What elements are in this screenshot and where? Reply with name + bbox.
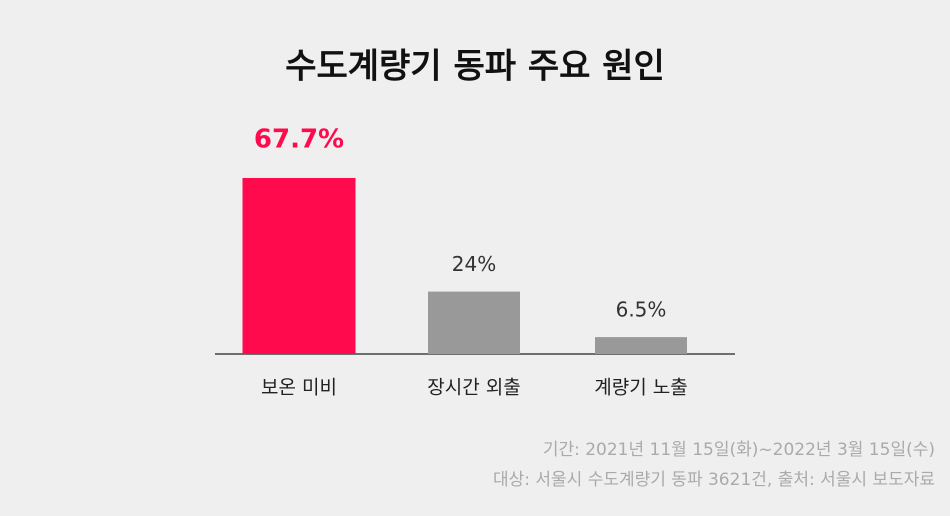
bar [595,337,687,354]
value-label: 67.7% [254,124,344,154]
x-tick-label: 장시간 외출 [427,377,520,399]
source-note: 기간: 2021년 11월 15일(화)~2022년 3월 15일(수) [543,440,935,460]
bar [428,291,520,354]
source-note: 대상: 서울시 수도계량기 동파 3621건, 출처: 서울시 보도자료 [493,470,935,490]
value-label: 6.5% [616,298,667,322]
x-tick-label: 보온 미비 [261,377,337,399]
chart-title: 수도계량기 동파 주요 원인 [285,47,665,87]
bar [242,177,356,354]
value-label: 24% [452,252,496,276]
x-tick-label: 계량기 노출 [594,377,687,399]
